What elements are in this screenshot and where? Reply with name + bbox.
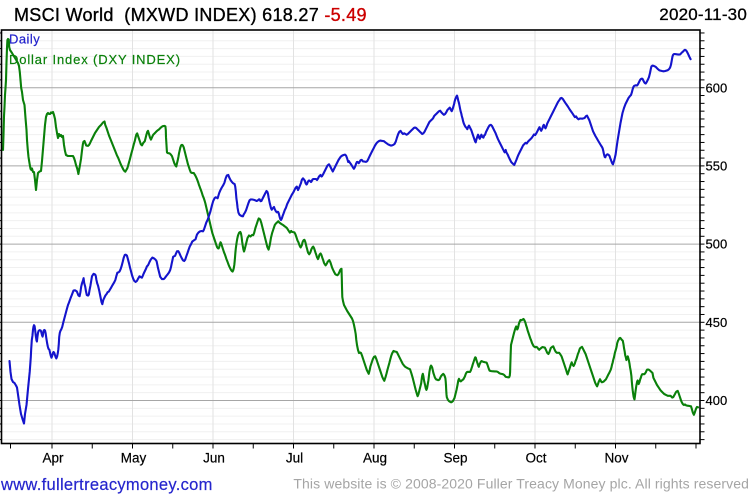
svg-text:Oct: Oct <box>525 451 546 466</box>
svg-text:550: 550 <box>706 159 728 174</box>
svg-text:MSCI World (MXWD INDEX) 618.2: MSCI World (MXWD INDEX) 618.27 -5.49 <box>14 5 367 25</box>
svg-text:Aug: Aug <box>363 451 387 466</box>
svg-text:www.fullertreacymoney.com: www.fullertreacymoney.com <box>0 476 213 494</box>
svg-text:Daily: Daily <box>9 32 40 47</box>
svg-text:May: May <box>121 451 147 466</box>
svg-text:600: 600 <box>706 80 728 95</box>
svg-text:Sep: Sep <box>443 451 467 466</box>
svg-text:400: 400 <box>706 393 728 408</box>
svg-text:2020-11-30: 2020-11-30 <box>659 5 747 24</box>
svg-text:450: 450 <box>706 315 728 330</box>
svg-text:Jun: Jun <box>203 451 225 466</box>
svg-text:Dollar Index (DXY INDEX): Dollar Index (DXY INDEX) <box>9 52 181 67</box>
svg-text:Apr: Apr <box>42 451 64 466</box>
svg-text:Nov: Nov <box>604 451 628 466</box>
svg-text:500: 500 <box>706 237 728 252</box>
svg-text:Jul: Jul <box>286 451 303 466</box>
svg-text:This website is © 2008-2020 Fu: This website is © 2008-2020 Fuller Treac… <box>293 476 749 492</box>
